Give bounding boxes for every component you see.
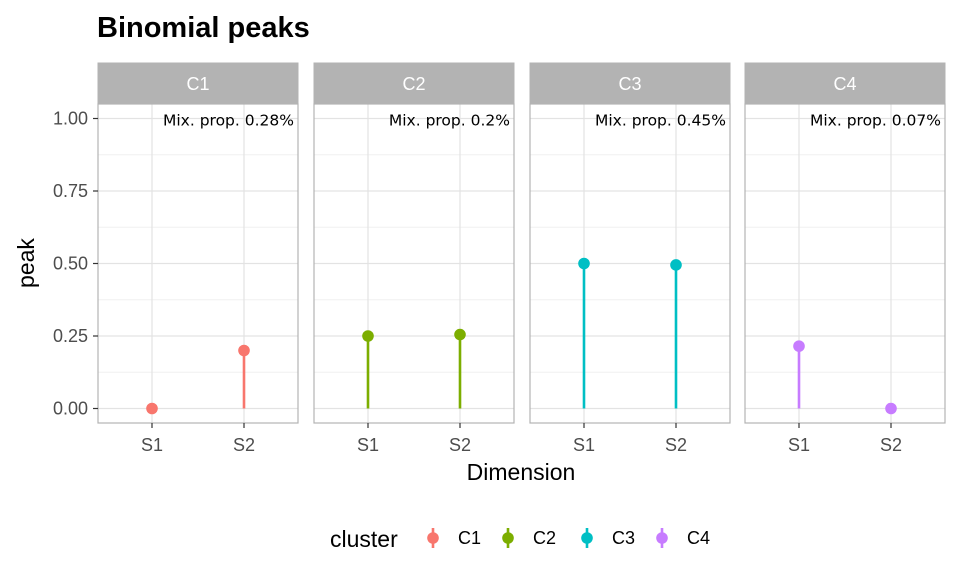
data-point: [454, 328, 466, 341]
data-point: [362, 330, 374, 342]
x-axis-title: Dimension: [467, 459, 576, 485]
x-tick-label: S2: [665, 435, 687, 455]
data-point: [578, 257, 590, 270]
data-point: [793, 340, 805, 352]
y-axis: 0.00 0.25 0.50 0.75 1.00: [53, 109, 98, 419]
data-point: [146, 402, 158, 415]
facet-strip-label: C1: [186, 74, 209, 94]
legend-key-c3: C3: [581, 528, 635, 548]
data-point: [885, 402, 897, 415]
legend-label: C2: [533, 528, 556, 548]
facet-strip: [313, 62, 515, 105]
chart-title: Binomial peaks: [97, 12, 310, 44]
legend-key-c2: C2: [502, 528, 556, 548]
legend-label: C3: [612, 528, 635, 548]
x-tick-label: S2: [880, 435, 902, 455]
legend-key-dot: [581, 532, 593, 544]
y-tick-label: 0.00: [53, 399, 88, 419]
y-axis-title: peak: [13, 238, 39, 288]
x-tick-label: S2: [233, 435, 255, 455]
facet-strip: [529, 62, 731, 105]
facet-panel-c4: C4 Mix. prop. 0.07% S1 S2: [744, 62, 946, 455]
facet-strip: [744, 62, 946, 105]
data-point: [238, 344, 250, 357]
facet-strip-label: C3: [618, 74, 641, 94]
y-tick-label: 0.50: [53, 254, 88, 274]
facet-strip-label: C4: [833, 74, 856, 94]
facet-panel-c3: C3 Mix. prop. 0.45% S1 S2: [529, 62, 731, 455]
facet-panels: C1 Mix. prop. 0.28% S1 S2 C2 Mix. prop. 0.2% S…: [97, 62, 946, 455]
y-tick-label: 0.75: [53, 181, 88, 201]
legend-key-dot: [502, 532, 514, 544]
x-tick-label: S1: [788, 435, 810, 455]
facet-strip: [97, 62, 299, 105]
legend-key-dot: [427, 532, 439, 544]
x-tick-label: S2: [449, 435, 471, 455]
mixing-proportion-annotation: Mix. prop. 0.07%: [810, 112, 941, 130]
mixing-proportion-annotation: Mix. prop. 0.28%: [163, 112, 294, 130]
facet-strip-label: C2: [402, 74, 425, 94]
mixing-proportion-annotation: Mix. prop. 0.2%: [389, 112, 510, 130]
y-tick-label: 0.25: [53, 326, 88, 346]
mixing-proportion-annotation: Mix. prop. 0.45%: [595, 112, 726, 130]
legend-key-c4: C4: [656, 528, 710, 548]
legend-title: cluster: [330, 526, 398, 552]
legend-key-c1: C1: [427, 528, 481, 548]
data-point: [670, 259, 682, 271]
facet-panel-c2: C2 Mix. prop. 0.2% S1 S2: [313, 62, 515, 455]
legend-key-dot: [656, 532, 668, 544]
y-tick-label: 1.00: [53, 109, 88, 129]
legend: cluster C1 C2 C3 C4: [330, 526, 710, 552]
x-tick-label: S1: [573, 435, 595, 455]
legend-label: C1: [458, 528, 481, 548]
facet-panel-c1: C1 Mix. prop. 0.28% S1 S2: [97, 62, 299, 455]
x-tick-label: S1: [357, 435, 379, 455]
legend-label: C4: [687, 528, 710, 548]
x-tick-label: S1: [141, 435, 163, 455]
